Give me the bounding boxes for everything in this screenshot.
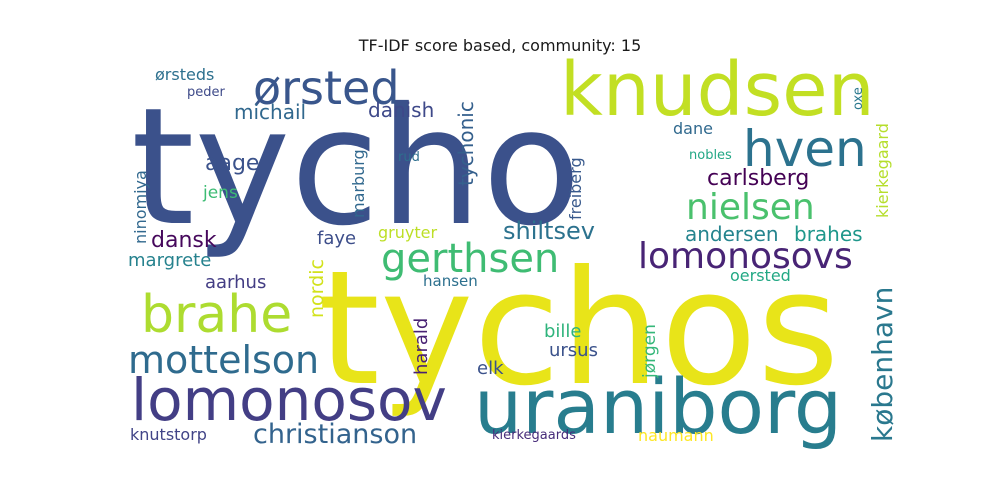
word-brahe: brahe — [141, 285, 292, 345]
word-freiberg: freiberg — [566, 157, 585, 220]
word-gruyter: gruyter — [378, 223, 437, 242]
word-marburg: marburg — [349, 149, 368, 218]
word-tychonic: tychonic — [454, 101, 478, 186]
word-knutstorp: knutstorp — [130, 425, 207, 444]
word-aage: aage — [205, 151, 259, 176]
word-tychos: tychos — [318, 237, 839, 421]
word-orsteds: ørsteds — [155, 65, 214, 84]
word-lomonosovs: lomonosovs — [638, 236, 853, 277]
word-andersen: andersen — [685, 222, 779, 246]
word-kierkegaards: kierkegaards — [492, 428, 576, 443]
word-bille: bille — [544, 321, 582, 342]
word-brahes: brahes — [794, 222, 863, 246]
word-oersted: oersted — [730, 266, 791, 285]
word-shiltsev: shiltsev — [503, 217, 595, 245]
word-naumann: naumann — [638, 426, 714, 445]
word-ursus: ursus — [549, 340, 598, 361]
figure-title: TF-IDF score based, community: 15 — [358, 36, 642, 55]
word-uraniborg: uraniborg — [474, 362, 842, 451]
word-nordic: nordic — [306, 259, 328, 318]
word-carlsberg[interactable]: københavn — [866, 287, 899, 442]
word-margrete: margrete — [128, 250, 211, 271]
word-orsted: ørsted — [253, 61, 400, 115]
word-faye: faye — [317, 228, 356, 249]
word-dane: dane — [673, 119, 713, 138]
word-nobles: nobles — [689, 148, 732, 163]
word-oxe: oxe — [851, 87, 866, 110]
word-jens: jens — [202, 183, 238, 203]
word-nielsen: nielsen — [686, 187, 815, 228]
word-lomonosov: lomonosov — [131, 366, 447, 434]
word-dansk: dansk — [151, 228, 217, 253]
word-gerthsen: gerthsen — [381, 236, 559, 282]
word-michail: michail — [234, 100, 306, 124]
word-kierkegaard: kierkegaard — [873, 123, 892, 218]
word-aarhus: aarhus — [205, 272, 266, 293]
word-harald: harald — [411, 318, 432, 375]
word-danish: danish — [368, 98, 434, 122]
word-jorgen: jørgen — [640, 324, 660, 379]
word-hven: hven — [743, 120, 867, 178]
word-hansen: hansen — [423, 272, 478, 290]
word-mottelson: mottelson — [128, 338, 319, 382]
word-rud: rud — [398, 150, 420, 165]
word-elk: elk — [477, 358, 504, 379]
word-kobenhavn: carlsberg — [707, 166, 809, 191]
word-tycho: tycho — [131, 74, 581, 262]
word-ninomiya: ninomiya — [131, 170, 150, 244]
word-knudsen: knudsen — [560, 47, 875, 133]
word-christianson: christianson — [253, 419, 417, 450]
word-peder: peder — [187, 85, 226, 100]
